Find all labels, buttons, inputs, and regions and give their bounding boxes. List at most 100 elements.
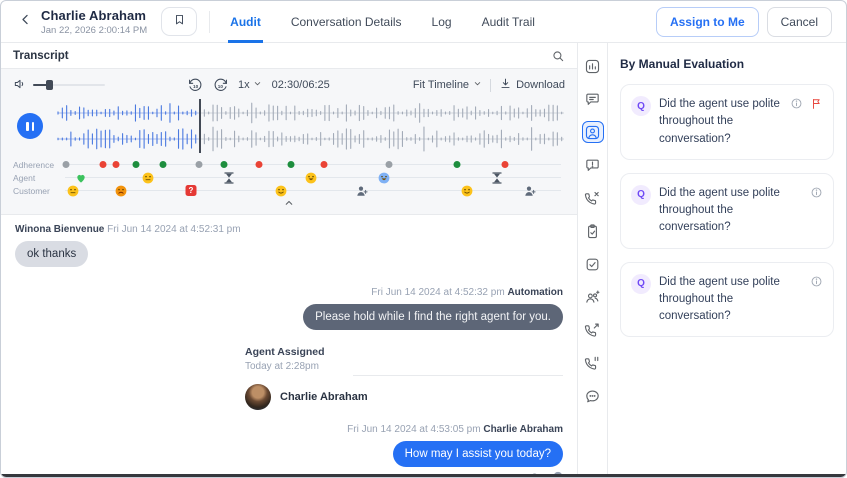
customer-marker-face[interactable] [461,185,473,197]
pause-icon [31,121,34,131]
tab-log[interactable]: Log [431,14,452,29]
checkbox-icon[interactable] [582,253,604,275]
tab-bar: Audit Conversation Details Log Audit Trail [228,1,537,43]
speaker-icon [13,77,27,94]
waveform[interactable] [57,99,565,153]
assigned-agent-name: Charlie Abraham [280,391,368,403]
header-divider [209,10,211,33]
sender-name: Charlie Abraham [483,424,563,435]
player-controls: 10 10 1x 02:30/06:25 Fit Timeline [13,75,565,95]
search-icon[interactable] [551,49,565,63]
message-bubble: How may I assist you today? [392,441,563,467]
playhead[interactable] [199,99,201,153]
skip-back-10-button[interactable]: 10 [188,78,203,93]
agent-marker-hourglass[interactable] [223,171,234,184]
agent-row: Agent [13,171,565,184]
bookmark-button[interactable] [161,7,198,36]
playback-speed-selector[interactable]: 1x [238,79,262,91]
team-sparkle-icon[interactable] [582,286,604,308]
info-icon[interactable] [790,97,803,110]
sender-name: Automation [507,287,563,298]
adherence-dot[interactable] [385,161,393,168]
agent-marker-face[interactable] [378,172,390,184]
audio-player: 10 10 1x 02:30/06:25 Fit Timeline [1,69,577,215]
cancel-button[interactable]: Cancel [766,6,832,37]
fit-timeline-selector[interactable]: Fit Timeline [413,79,482,91]
customer-timeline: ? [63,184,565,197]
customer-marker-person[interactable] [356,185,368,197]
playback-controls: 10 10 1x 02:30/06:25 [188,78,330,93]
agent-assigned-event: Agent Assigned Today at 2:28pm [245,346,563,376]
stats-icon[interactable] [582,55,604,77]
volume-thumb[interactable] [45,80,53,90]
question-badge: Q [631,273,651,294]
customer-marker-person[interactable] [524,185,536,197]
download-button[interactable]: Download [499,77,565,93]
sent-label: Sent [531,472,550,474]
assigned-agent-row: Charlie Abraham [245,384,563,410]
tab-audit[interactable]: Audit [228,1,263,43]
volume-slider[interactable] [33,80,105,90]
skip-forward-10-button[interactable]: 10 [213,78,228,93]
adherence-dot[interactable] [287,161,295,168]
contact-card-icon[interactable] [581,121,604,143]
tab-conversation-details[interactable]: Conversation Details [290,14,402,29]
evaluation-question-card[interactable]: Q Did the agent use polite throughout the… [620,261,834,338]
sender-name: Winona Bienvenue [15,224,105,235]
customer-row-label: Customer [13,185,50,196]
message-bubble: Please hold while I find the right agent… [303,304,563,330]
adherence-dot[interactable] [99,161,107,168]
bubble-alert-icon[interactable] [582,154,604,176]
evaluation-panel: By Manual Evaluation Q Did the agent use … [608,43,846,474]
agent-marker-heart[interactable] [75,172,87,184]
adherence-dot[interactable] [453,161,461,168]
download-icon [499,77,512,93]
adherence-dot[interactable] [62,161,69,168]
avatar [245,384,271,410]
window-bottom-edge [1,474,846,477]
adherence-dot[interactable] [112,161,120,168]
conversation-timestamp: Jan 22, 2026 2:00:14 PM [41,24,148,36]
flag-icon[interactable] [810,97,823,110]
adherence-dot[interactable] [195,161,203,168]
assign-to-me-button[interactable]: Assign to Me [655,6,759,37]
back-button[interactable] [15,12,35,32]
info-icon[interactable] [810,275,823,288]
adherence-dot[interactable] [220,161,228,168]
transcript-panel: Transcript 10 10 [1,43,578,474]
agent-marker-face[interactable] [142,172,154,184]
message-time: Fri Jun 14 2024 at 4:52:32 pm [371,287,505,298]
info-icon[interactable] [810,186,823,199]
message-outgoing: Fri Jun 14 2024 at 4:53:05 pm Charlie Ab… [15,424,563,474]
adherence-dot[interactable] [501,161,509,168]
customer-marker-face[interactable] [115,185,127,197]
chat-transcript-icon[interactable] [582,88,604,110]
customer-marker-face[interactable] [67,185,79,197]
chevron-up-icon [283,196,295,214]
agent-marker-hourglass[interactable] [492,171,503,184]
timeline-tools: Fit Timeline Download [413,77,565,93]
call-hold-icon[interactable] [582,352,604,374]
collapse-player-button[interactable] [13,197,565,212]
evaluation-question-card[interactable]: Q Did the agent use polite throughout the… [620,172,834,249]
evaluation-question-card[interactable]: Q Did the agent use polite throughout the… [620,84,834,160]
agent-row-label: Agent [13,172,36,183]
customer-marker-question[interactable]: ? [185,184,197,196]
event-divider [353,375,563,376]
tab-audit-trail[interactable]: Audit Trail [481,14,535,29]
check-circle-icon [553,471,563,474]
adherence-dot[interactable] [159,161,167,168]
pause-button[interactable] [17,113,43,139]
header: Charlie Abraham Jan 22, 2026 2:00:14 PM … [1,1,846,43]
playback-time: 02:30/06:25 [271,79,330,91]
agent-marker-face[interactable] [305,172,317,184]
adherence-dot[interactable] [320,161,328,168]
clipboard-check-icon[interactable] [582,220,604,242]
page-title: Charlie Abraham [41,7,147,23]
call-missed-icon[interactable] [582,187,604,209]
comment-dots-icon[interactable] [582,385,604,407]
adherence-dot[interactable] [255,161,263,168]
adherence-dot[interactable] [132,161,140,168]
call-transfer-icon[interactable] [582,319,604,341]
customer-marker-face[interactable] [275,185,287,197]
